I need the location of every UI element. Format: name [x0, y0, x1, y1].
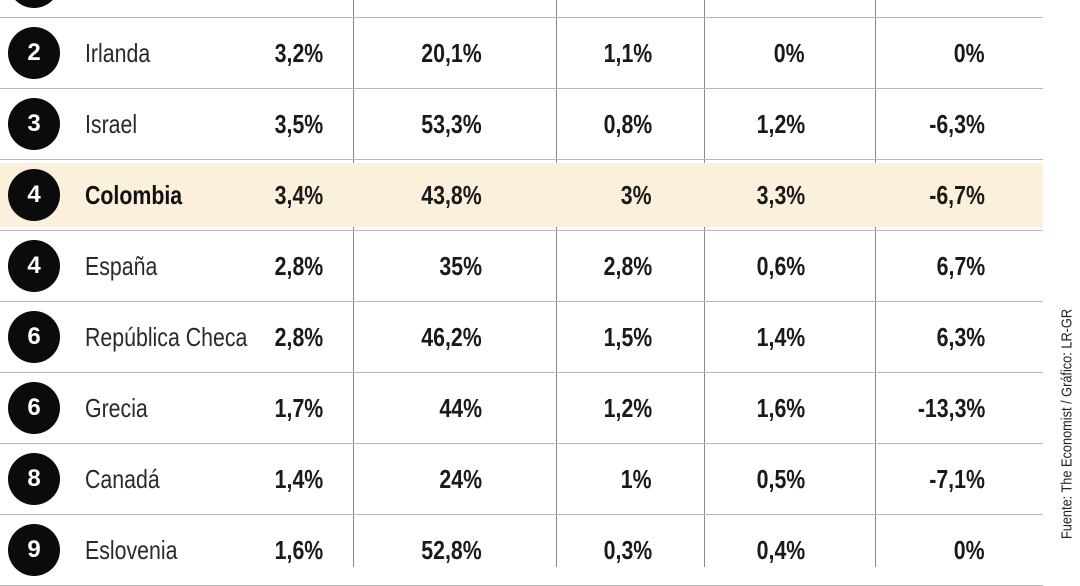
value-cell-col3: 1,1% [603, 38, 652, 68]
value-cell-col1: 1,7% [274, 393, 323, 423]
table-row: 9 Eslovenia 1,6% 52,8% 0,3% 0,4% 0% [0, 515, 1043, 586]
value-cell-col1: 3,5% [274, 109, 323, 139]
value-cell-col4: 0% [774, 38, 805, 68]
country-name: Israel [85, 109, 138, 139]
value-cell-col5: 6,3% [936, 322, 985, 352]
value-cell-col3: 1,2% [603, 393, 652, 423]
value-cell-col5: 0% [954, 38, 985, 68]
column-divider [353, 0, 354, 567]
value-cell-col1: 1,4% [274, 464, 323, 494]
value-cell-col2: 43,8% [421, 180, 482, 210]
rank-badge: 4 [8, 169, 60, 221]
value-cell-col2: 52,8% [421, 535, 482, 565]
value-cell-col3: 1% [621, 464, 652, 494]
value-cell-col1: 1,6% [274, 535, 323, 565]
value-cell-col5: -6,3% [929, 109, 985, 139]
country-name: Eslovenia [85, 535, 178, 565]
column-divider [875, 0, 876, 567]
table-row: 6 Grecia 1,7% 44% 1,2% 1,6% -13,3% [0, 373, 1043, 444]
value-cell-col3: 0,8% [603, 109, 652, 139]
value-cell-col3: 3% [621, 180, 652, 210]
table-row: 4 Colombia 3,4% 43,8% 3% 3,3% -6,7% [0, 160, 1043, 231]
country-name: República Checa [85, 322, 248, 352]
table-row: 3 Israel 3,5% 53,3% 0,8% 1,2% -6,3% [0, 89, 1043, 160]
country-name: Colombia [85, 180, 183, 210]
rank-badge: 3 [8, 98, 60, 150]
value-cell-col2: 44% [439, 393, 482, 423]
value-cell-col2: 53,3% [421, 109, 482, 139]
value-cell-col2: 24% [439, 464, 482, 494]
country-name: Grecia [85, 393, 148, 423]
highlight-band [0, 163, 1043, 227]
rank-badge: 9 [8, 524, 60, 576]
value-cell-col1: 3,4% [274, 180, 323, 210]
value-cell-col1: 3,2% [274, 38, 323, 68]
column-divider [556, 0, 557, 567]
table-row: 4 España 2,8% 35% 2,8% 0,6% 6,7% [0, 231, 1043, 302]
value-cell-col3: 2,8% [603, 251, 652, 281]
rank-badge: 4 [8, 240, 60, 292]
table-row: 6 República Checa 2,8% 46,2% 1,5% 1,4% 6,3% [0, 302, 1043, 373]
value-cell-col5: -7,1% [929, 464, 985, 494]
value-cell-col1: 2,8% [274, 322, 323, 352]
value-cell-col3: 0,3% [603, 535, 652, 565]
value-cell-col4: 0,5% [756, 464, 805, 494]
value-cell-col3: 1,5% [603, 322, 652, 352]
rank-badge: 2 [8, 27, 60, 79]
value-cell-col2: 46,2% [421, 322, 482, 352]
value-cell-col2: 35% [439, 251, 482, 281]
value-cell-col4: 1,4% [756, 322, 805, 352]
ranking-table: 1 2 Irlanda 3,2% 20,1% 1,1% 0% 0% 3 Israel 3,5% 53,… [0, 0, 1043, 586]
value-cell-col2: 20,1% [421, 38, 482, 68]
table-row: 2 Irlanda 3,2% 20,1% 1,1% 0% 0% [0, 18, 1043, 89]
value-cell-col4: 0,6% [756, 251, 805, 281]
country-name: Irlanda [85, 38, 151, 68]
table-row: 1 [0, 0, 1043, 18]
rank-badge: 1 [8, 0, 60, 8]
value-cell-col4: 0,4% [756, 535, 805, 565]
rank-badge: 6 [8, 311, 60, 363]
value-cell-col5: -6,7% [929, 180, 985, 210]
rank-badge: 6 [8, 382, 60, 434]
value-cell-col4: 3,3% [756, 180, 805, 210]
value-cell-col5: 0% [954, 535, 985, 565]
country-name: Canadá [85, 464, 160, 494]
rank-badge: 8 [8, 453, 60, 505]
source-note: Fuente: The Economist / Gráfico: LR-GR [1058, 308, 1076, 540]
country-name: España [85, 251, 158, 281]
value-cell-col5: -13,3% [917, 393, 985, 423]
column-divider [704, 0, 705, 567]
value-cell-col4: 1,6% [756, 393, 805, 423]
value-cell-col5: 6,7% [936, 251, 985, 281]
value-cell-col1: 2,8% [274, 251, 323, 281]
table-row: 8 Canadá 1,4% 24% 1% 0,5% -7,1% [0, 444, 1043, 515]
value-cell-col4: 1,2% [756, 109, 805, 139]
